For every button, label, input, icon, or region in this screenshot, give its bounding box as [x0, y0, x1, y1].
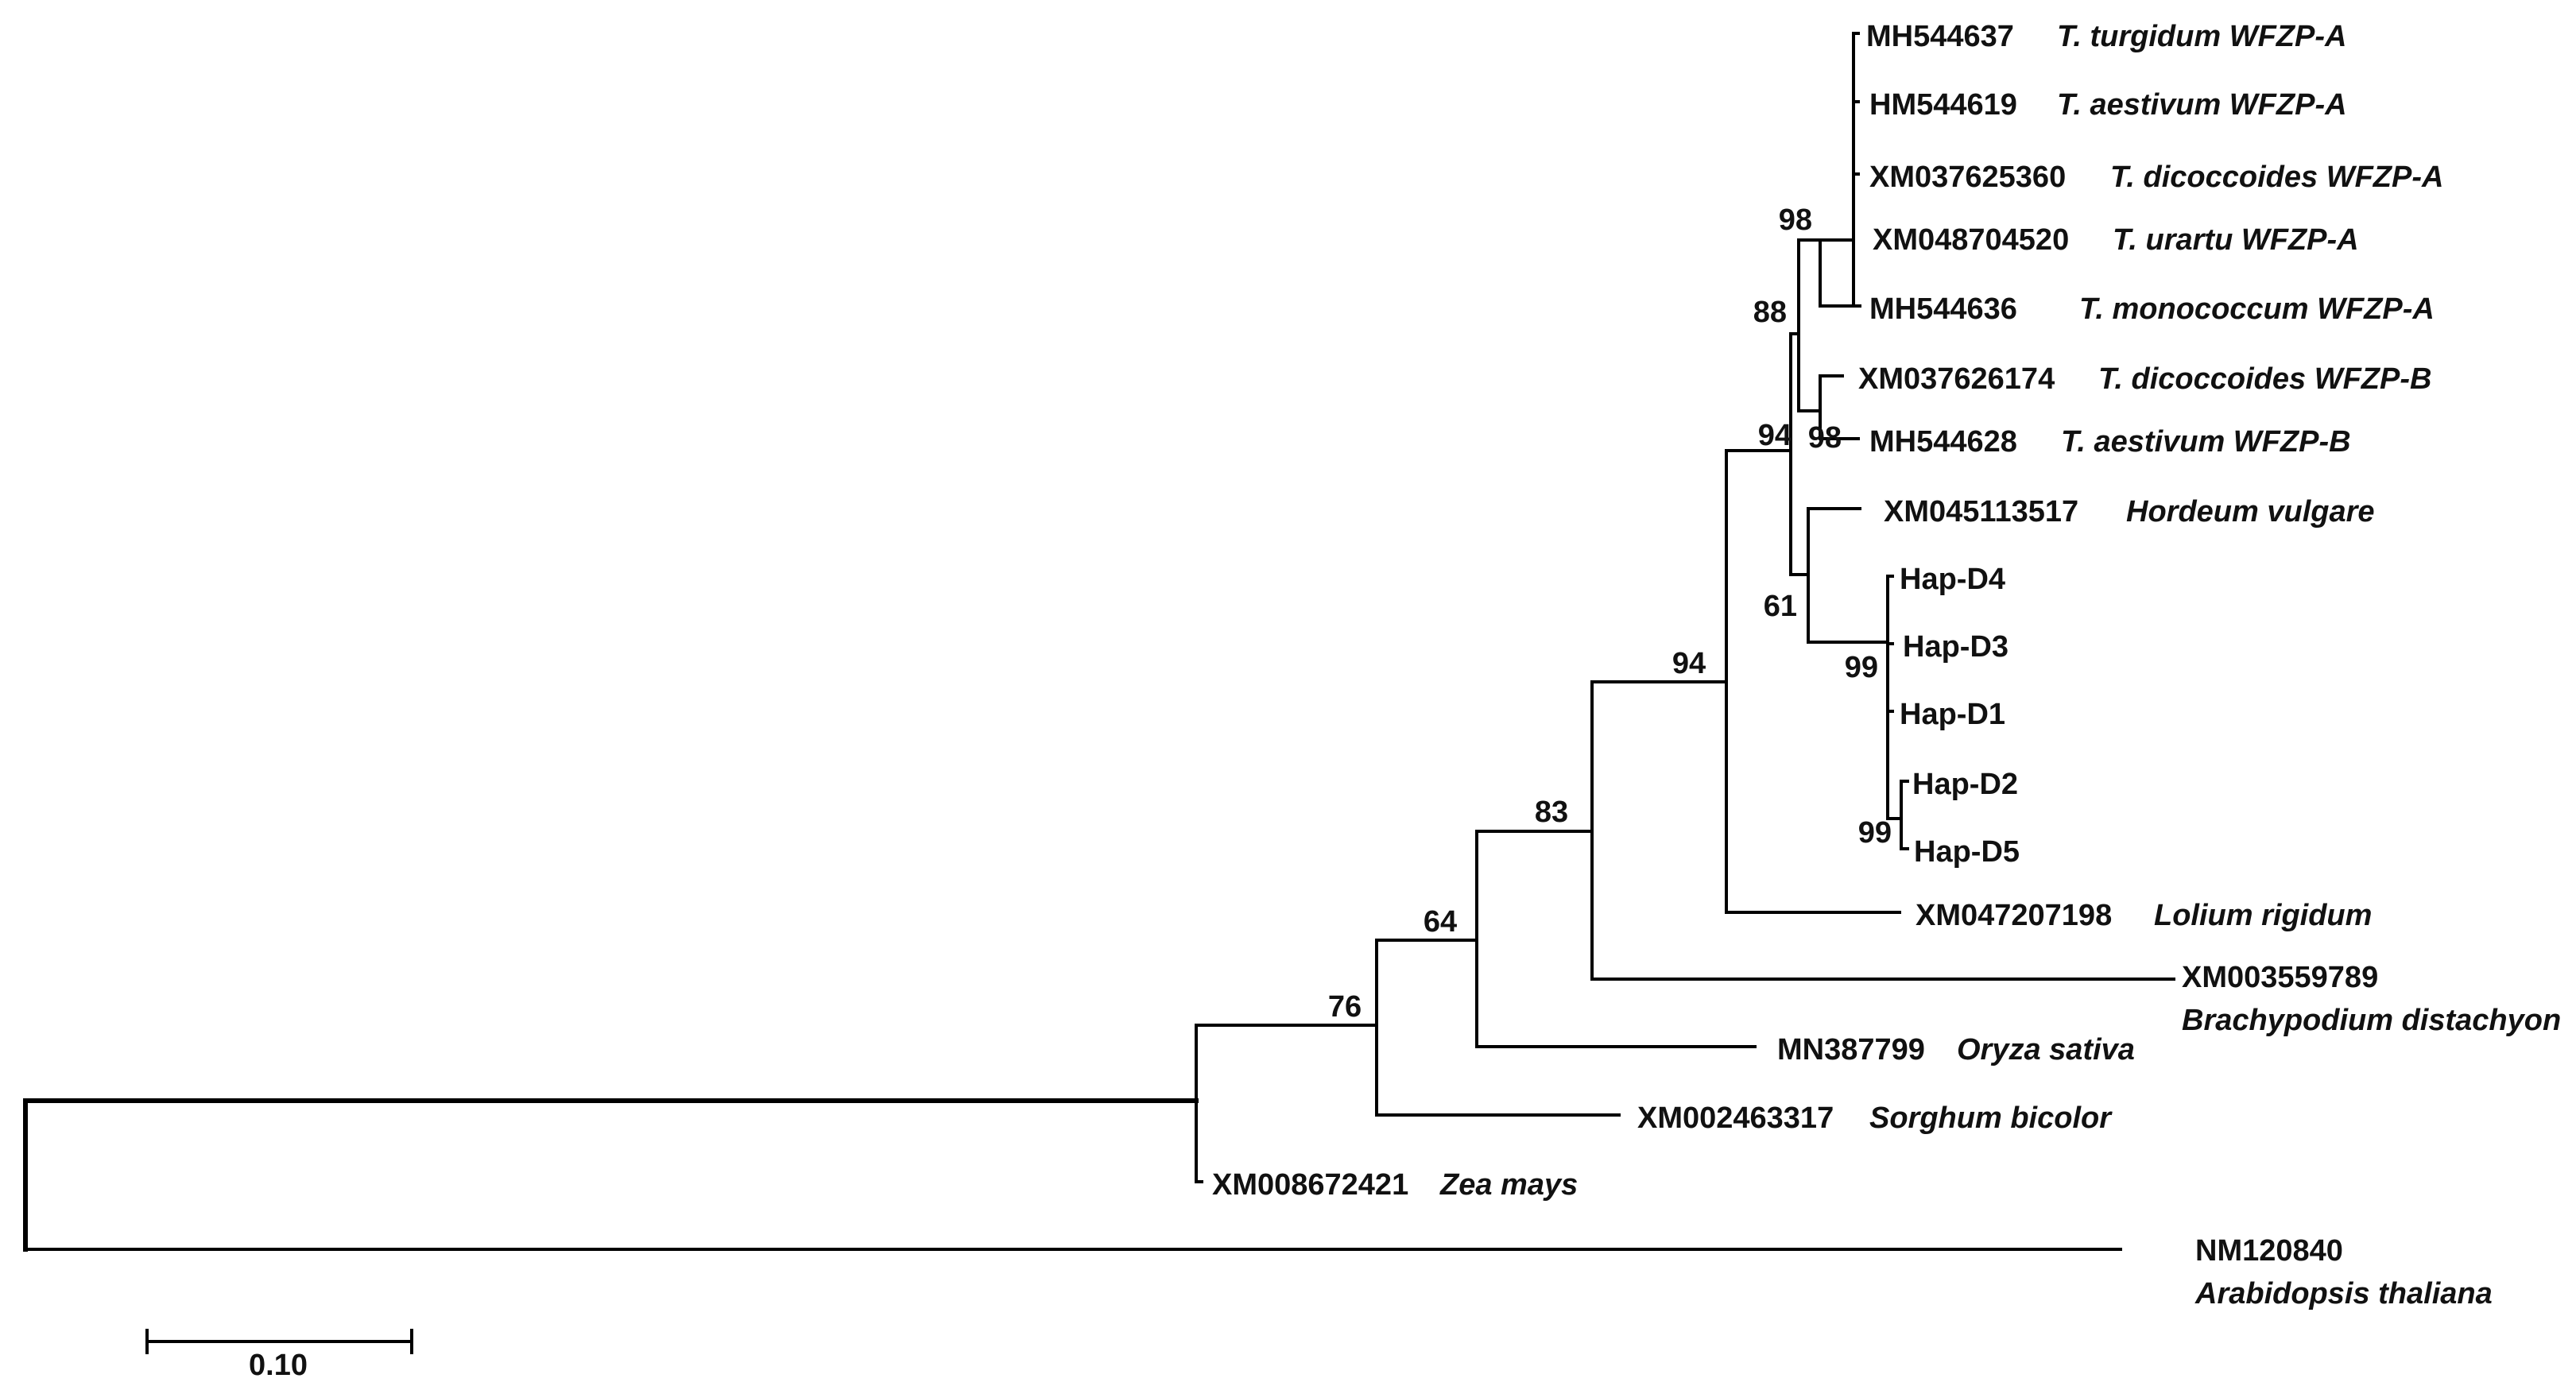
bootstrap-value: 83 — [1535, 796, 1568, 829]
tip-label: MH544637 T. turgidum WFZP-A — [1866, 20, 2346, 53]
tip-label: Hap-D5 — [1914, 835, 2020, 869]
tip-label: XM047207198 Lolium rigidum — [1916, 899, 2372, 932]
bootstrap-value: 61 — [1764, 590, 1797, 623]
bootstrap-value: 98 — [1779, 203, 1812, 237]
scale-bar: 0.10 — [145, 1329, 413, 1382]
tree-branches — [23, 32, 2175, 1252]
tip-label: XM045113517 Hordeum vulgare — [1884, 495, 2375, 528]
bootstrap-values: 98 88 98 94 61 99 99 94 83 64 76 — [1328, 203, 1892, 1024]
tip-label: XM037626174 T. dicoccoides WFZP-B — [1858, 362, 2431, 396]
tip-label: XM002463317 Sorghum bicolor — [1637, 1101, 2113, 1135]
bootstrap-value: 94 — [1672, 647, 1706, 680]
tip-label: Arabidopsis thaliana — [2194, 1277, 2493, 1311]
tip-label: XM008672421 Zea mays — [1212, 1168, 1578, 1202]
scale-bar-label: 0.10 — [249, 1349, 308, 1382]
bootstrap-value: 94 — [1758, 419, 1792, 452]
tip-label: MN387799 Oryza sativa — [1777, 1033, 2135, 1067]
tip-label: Hap-D1 — [1900, 698, 2005, 731]
bootstrap-value: 88 — [1753, 296, 1787, 329]
tip-label: MH544628 T. aestivum WFZP-B — [1869, 425, 2351, 459]
tip-label: HM544619 T. aestivum WFZP-A — [1869, 88, 2347, 122]
tip-label: Brachypodium distachyon — [2182, 1004, 2561, 1037]
tip-label: Hap-D4 — [1900, 563, 2005, 596]
bootstrap-value: 76 — [1328, 990, 1362, 1024]
tip-label: MH544636 T. monococcum WFZP-A — [1869, 292, 2435, 326]
tip-labels: MH544637 T. turgidum WFZP-A HM544619 T. ae… — [1212, 20, 2561, 1311]
bootstrap-value: 64 — [1424, 905, 1457, 939]
tip-label: Hap-D2 — [1912, 768, 2018, 801]
tip-label: XM037625360 T. dicoccoides WFZP-A — [1869, 161, 2443, 194]
tip-label: Hap-D3 — [1903, 630, 2009, 664]
scale-bar-line — [145, 1329, 413, 1354]
tip-label: NM120840 — [2195, 1234, 2343, 1268]
tip-label: XM003559789 — [2182, 961, 2378, 994]
bootstrap-value: 99 — [1845, 651, 1878, 684]
bootstrap-value: 98 — [1808, 421, 1842, 455]
bootstrap-value: 99 — [1858, 816, 1892, 850]
tip-label: XM048704520 T. urartu WFZP-A — [1873, 223, 2359, 257]
